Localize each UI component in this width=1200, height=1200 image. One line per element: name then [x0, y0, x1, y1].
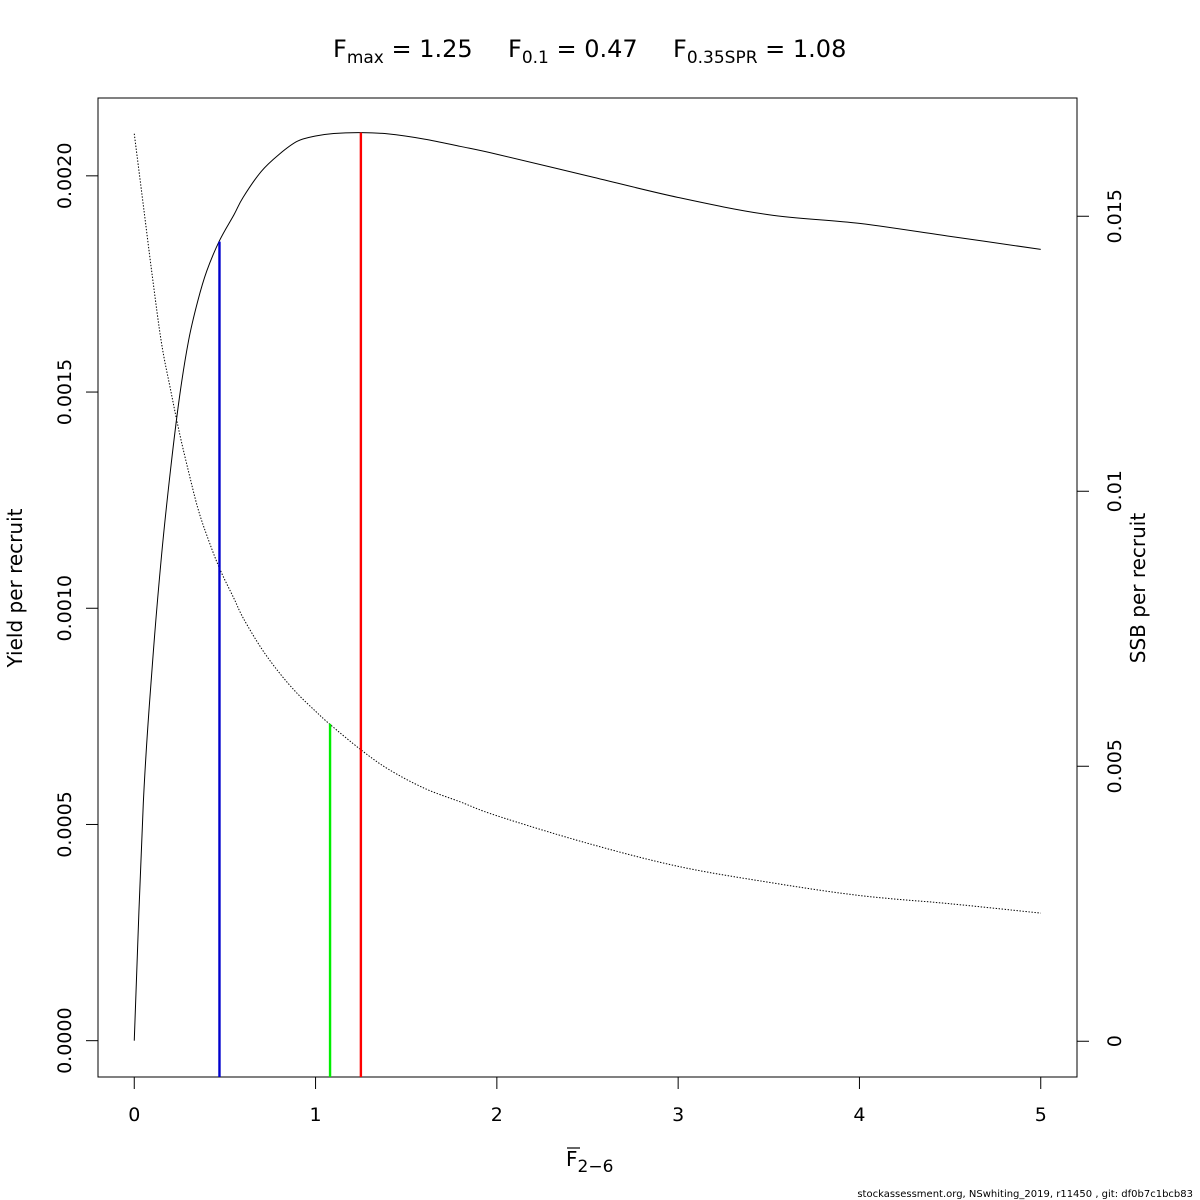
x-axis: 0 1 2 3 4 5 — [128, 1076, 1047, 1126]
x-tick-label: 3 — [672, 1104, 684, 1126]
y-right-tick-label: 0.005 — [1104, 739, 1126, 793]
y-left-tick-label: 0.0020 — [54, 143, 76, 209]
x-tick-label: 2 — [491, 1104, 503, 1126]
title-fmax: Fmax = 1.25 — [333, 35, 473, 68]
yield-per-recruit-line — [133, 132, 1041, 1041]
y-right-tick-label: 0 — [1104, 1035, 1126, 1047]
y-left-tick-label: 0.0005 — [54, 791, 76, 857]
y-left-tick-label: 0.0015 — [54, 359, 76, 425]
x-axis-title: F2−6 — [566, 1147, 613, 1177]
y-left-tick-label: 0.0000 — [54, 1007, 76, 1073]
y-right-axis-title: SSB per recruit — [1126, 513, 1150, 664]
y-right-axis: 0 0.005 0.01 0.015 — [1076, 189, 1126, 1047]
y-left-tick-label: 0.0010 — [54, 575, 76, 641]
y-right-tick-label: 0.01 — [1104, 470, 1126, 512]
chart-title: Fmax = 1.25 F0.1 = 0.47 F0.35SPR = 1.08 — [333, 35, 846, 68]
x-tick-label: 0 — [128, 1104, 140, 1126]
title-f035spr: F0.35SPR = 1.08 — [673, 35, 846, 68]
footer-note: stockassessment.org, NSwhiting_2019, r11… — [857, 1189, 1193, 1200]
title-f01: F0.1 = 0.47 — [508, 35, 638, 68]
y-right-tick-label: 0.015 — [1104, 189, 1126, 243]
ssb-per-recruit-line — [133, 133, 1041, 914]
y-left-axis-title: Yield per recruit — [3, 508, 27, 668]
series-layer — [133, 132, 1041, 1041]
x-tick-label: 1 — [310, 1104, 322, 1126]
y-left-axis: 0.0000 0.0005 0.0010 0.0015 0.0020 — [54, 143, 99, 1074]
reference-lines — [218, 132, 363, 1077]
plot-frame — [97, 97, 1078, 1078]
x-tick-label: 4 — [853, 1104, 865, 1126]
x-tick-label: 5 — [1035, 1104, 1047, 1126]
